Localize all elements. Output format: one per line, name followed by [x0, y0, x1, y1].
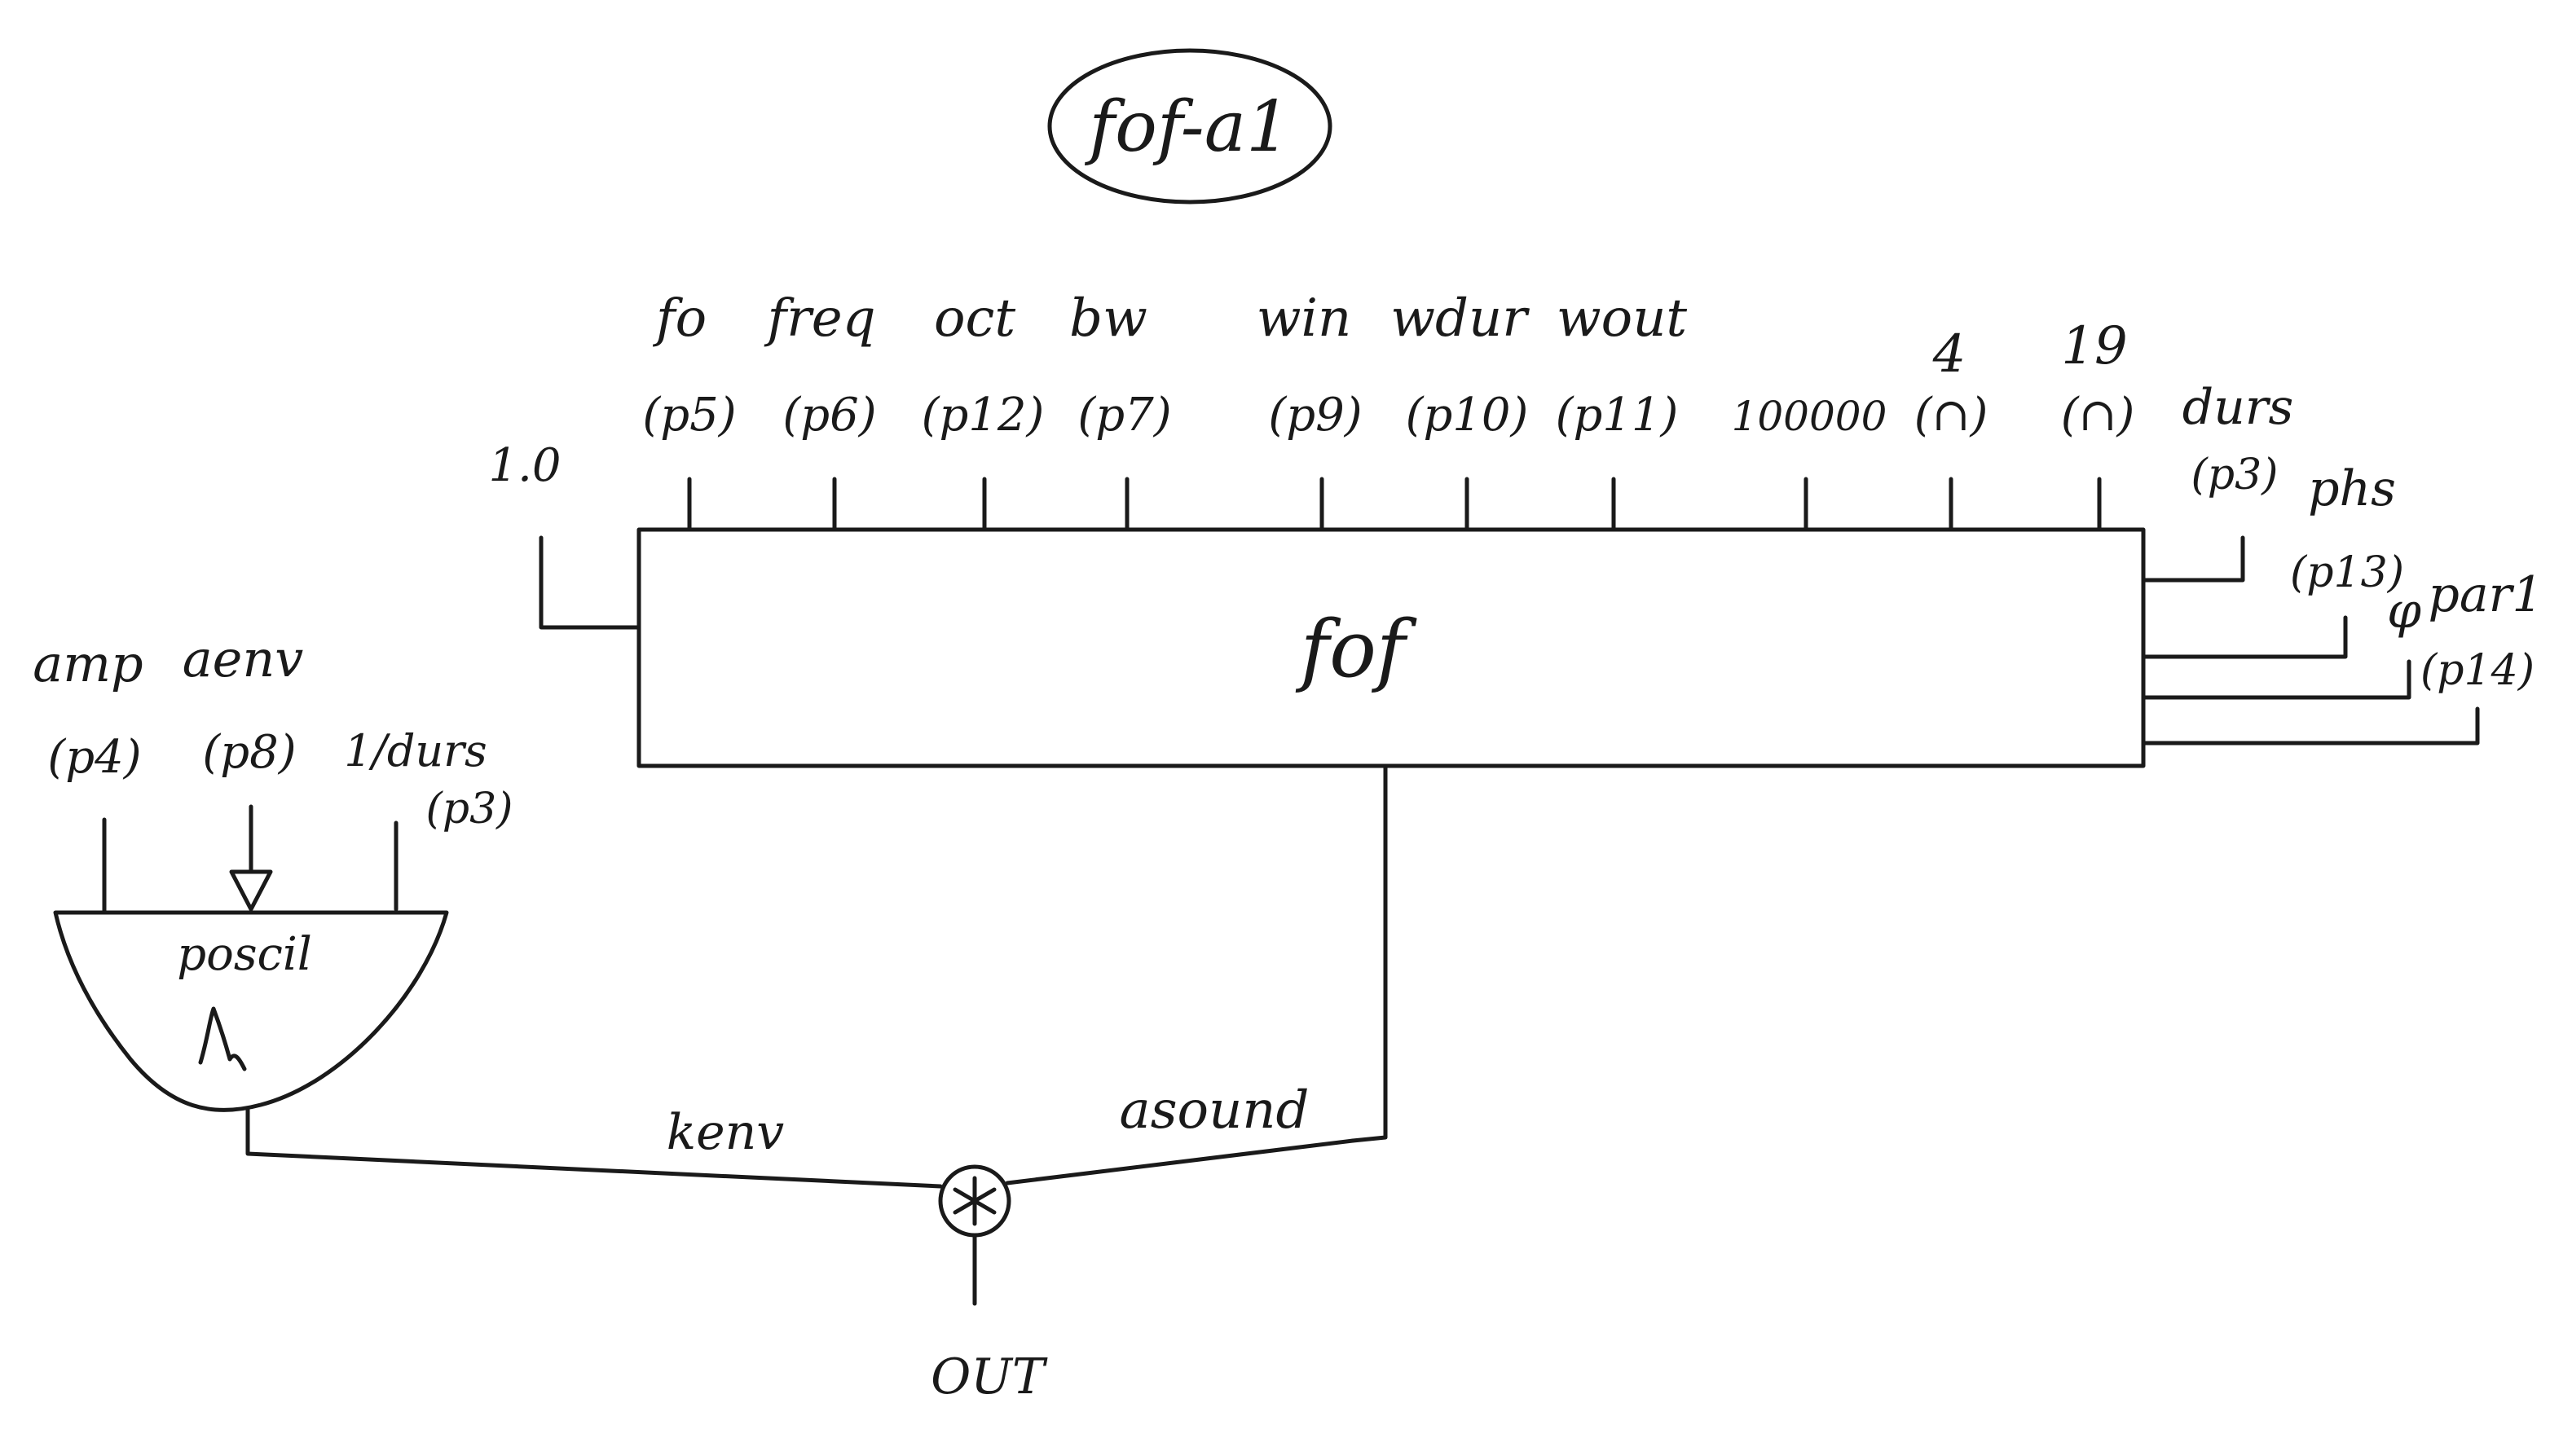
fof-input-durs-param: (p3) [2191, 451, 2279, 499]
fof-input-fo-param: (p5) [642, 389, 736, 442]
fof-input-win: win (p9) [1257, 288, 1363, 532]
fof-input-par1-name: par1 [2428, 566, 2543, 623]
fof-input-fo: fo (p5) [642, 288, 737, 532]
fof-input-wdur: wdur (p10) [1390, 288, 1530, 532]
fof-input-oct-param: (p12) [922, 389, 1045, 442]
fof-input-phs-param: (p13) [2290, 548, 2404, 597]
poscil-input-aenv: aenv (p8) [183, 629, 304, 912]
title-ellipse [1047, 48, 1332, 205]
fof-label: fof [1296, 604, 1417, 695]
poscil-input-amp-param: (p4) [47, 731, 141, 784]
poscil-input-amp-name: amp [33, 634, 143, 693]
poscil-oscillator [53, 910, 449, 1112]
fof-input-4-param: (∩) [1914, 389, 1988, 442]
fof-input-wdur-name: wdur [1390, 288, 1530, 349]
poscil-label: poscil [177, 928, 311, 981]
fof-input-100000: 100000 [1732, 393, 1887, 532]
fof-input-bw-param: (p7) [1077, 389, 1171, 442]
fof-input-wdur-param: (p10) [1406, 389, 1529, 442]
poscil-input-freq-param: (p3) [426, 785, 513, 834]
asound-label: asound [1120, 1080, 1310, 1141]
fof-input-4: 4 (∩) [1914, 324, 1988, 532]
fof-input-19-param: (∩) [2061, 389, 2135, 442]
fof-input-phs-name: phs [2308, 460, 2396, 517]
fof-input-amplitude-label: 1.0 [488, 439, 561, 492]
poscil-input-aenv-param: (p8) [202, 726, 296, 779]
poscil-input-aenv-name: aenv [183, 629, 304, 688]
fof-box [636, 527, 2146, 768]
aenv-arrow-icon [229, 869, 273, 912]
multiply-asterisk-icon [953, 1176, 997, 1226]
fof-input-freq-name: freq [764, 288, 875, 349]
fof-input-durs: durs (p3) [2141, 379, 2294, 583]
fof-input-bw: bw (p7) [1069, 288, 1172, 532]
fof-input-fo-name: fo [653, 288, 707, 349]
fof-input-win-param: (p9) [1268, 389, 1362, 442]
fof-input-par1: par1 (p14) [2141, 566, 2543, 746]
output-label: OUT [931, 1348, 1048, 1405]
fof-input-wout-name: wout [1557, 288, 1688, 349]
poscil-input-freq-name: 1/durs [344, 725, 487, 776]
fof-input-phs: phs (p13) [2141, 460, 2404, 659]
fof-input-amplitude: 1.0 [488, 439, 641, 630]
fof-input-wout-param: (p11) [1556, 389, 1679, 442]
poscil-input-freq: 1/durs (p3) [344, 725, 513, 912]
fof-input-wout: wout (p11) [1556, 288, 1688, 532]
fof-input-oct: oct (p12) [922, 288, 1045, 532]
diagram-title: fof-a1 [1084, 86, 1290, 168]
fof-input-freq: freq (p6) [764, 288, 877, 532]
fof-input-freq-param: (p6) [782, 389, 876, 442]
envelope-shape-icon [198, 1006, 247, 1071]
fof-input-durs-name: durs [2182, 379, 2294, 436]
kenv-label: kenv [667, 1104, 785, 1161]
kenv-wire [245, 1107, 943, 1189]
fof-input-4-name: 4 [1932, 324, 1966, 385]
fof-input-100000-param: 100000 [1732, 393, 1887, 440]
fof-input-bw-name: bw [1069, 288, 1147, 349]
fof-input-19-name: 19 [2061, 316, 2127, 376]
fof-input-par1-param: (p14) [2420, 646, 2535, 695]
poscil-input-amp: amp (p4) [33, 634, 143, 915]
asound-wire-vertical [1350, 763, 1388, 1143]
fof-input-19: 19 (∩) [2061, 316, 2135, 532]
fof-input-win-name: win [1257, 288, 1351, 349]
fof-input-oct-name: oct [934, 288, 1015, 349]
fof-input-phi-name: φ [2387, 583, 2421, 640]
asound-wire [1005, 1138, 1355, 1185]
fof-input-phi: φ [2141, 583, 2421, 700]
